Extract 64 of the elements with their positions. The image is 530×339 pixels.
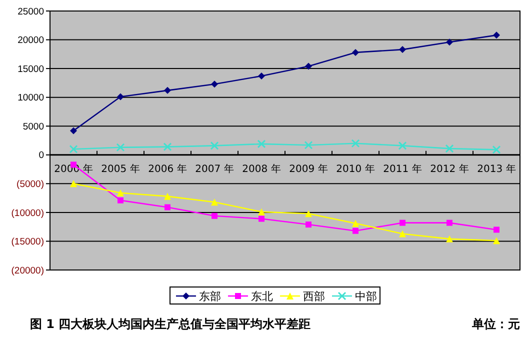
point bbox=[399, 230, 406, 238]
x-tick-label: 2007 年 bbox=[195, 162, 234, 175]
legend-label: 东部 bbox=[199, 290, 221, 303]
point bbox=[164, 86, 171, 94]
x-tick-label: 2013 年 bbox=[477, 162, 516, 175]
point bbox=[69, 144, 78, 154]
y-tick-label: 0 bbox=[38, 150, 44, 162]
point bbox=[446, 220, 452, 226]
point bbox=[352, 48, 359, 56]
point bbox=[163, 142, 172, 152]
point bbox=[446, 38, 453, 46]
legend-label: 东北 bbox=[251, 290, 273, 303]
point bbox=[492, 145, 501, 154]
point bbox=[494, 226, 500, 233]
point bbox=[306, 222, 312, 228]
point bbox=[118, 197, 124, 204]
point bbox=[493, 32, 500, 39]
legend-label: 中部 bbox=[355, 290, 377, 303]
text: 单位：元 bbox=[471, 317, 520, 331]
point bbox=[70, 127, 77, 134]
x-tick-label: 2012 年 bbox=[430, 162, 469, 175]
point bbox=[116, 143, 125, 152]
point bbox=[164, 204, 170, 210]
point bbox=[305, 210, 312, 218]
x-tick-label: 2006 年 bbox=[148, 162, 187, 175]
point bbox=[400, 220, 406, 226]
point bbox=[351, 139, 360, 148]
x-tick-label: 2011 年 bbox=[383, 162, 422, 175]
point bbox=[305, 62, 312, 70]
point bbox=[258, 208, 265, 216]
point bbox=[117, 93, 124, 100]
point bbox=[70, 180, 77, 188]
y-tick-label: (5000) bbox=[16, 178, 44, 190]
point bbox=[399, 46, 406, 54]
point bbox=[352, 220, 359, 227]
x-tick-label: 2010 年 bbox=[336, 162, 375, 175]
point bbox=[258, 216, 264, 222]
y-tick-label: (15000) bbox=[11, 236, 44, 248]
point bbox=[211, 80, 218, 88]
x-tick-label: 2005 年 bbox=[101, 162, 140, 175]
point bbox=[445, 144, 454, 153]
point bbox=[210, 141, 219, 150]
y-tick-label: 10000 bbox=[18, 92, 44, 104]
text: 图 1 四大板块人均国内生产总值与全国平均水平差距 bbox=[30, 317, 311, 331]
y-tick-label: 15000 bbox=[18, 64, 44, 75]
point bbox=[257, 140, 266, 148]
point bbox=[304, 140, 313, 150]
point bbox=[258, 72, 265, 80]
point bbox=[164, 192, 171, 200]
point bbox=[117, 189, 124, 196]
x-tick-label: 2009 年 bbox=[289, 162, 328, 175]
point bbox=[398, 141, 407, 150]
point bbox=[212, 212, 218, 219]
y-tick-label: 25000 bbox=[18, 6, 44, 18]
y-tick-label: (10000) bbox=[11, 208, 44, 219]
y-tick-label: (20000) bbox=[11, 265, 44, 276]
y-tick-label: 20000 bbox=[18, 35, 44, 46]
point bbox=[446, 235, 453, 242]
point bbox=[352, 228, 358, 234]
x-tick-label: 2008 年 bbox=[242, 162, 281, 175]
point bbox=[211, 198, 218, 206]
legend-label: 西部 bbox=[303, 290, 325, 303]
point bbox=[493, 237, 500, 244]
y-tick-label: 5000 bbox=[22, 121, 44, 132]
